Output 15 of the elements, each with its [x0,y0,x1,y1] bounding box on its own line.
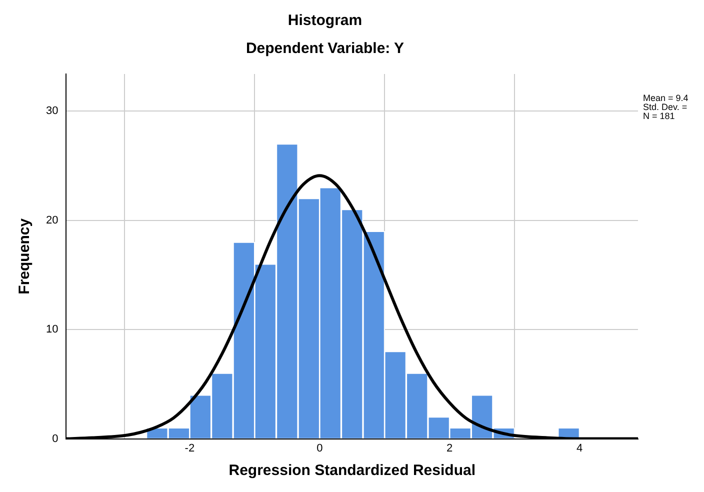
text: Std. Dev. = [643,102,688,112]
x-tick-label: 2 [446,442,453,454]
text: N = 181 [643,110,675,121]
text: Mean = 9.4 [643,92,688,103]
chart-title: Histogram [288,12,362,30]
x-tick-label: 4 [576,442,583,454]
x-axis-title: Regression Standardized Residual [228,462,476,480]
y-tick-label: 10 [46,324,58,336]
y-axis-title: Frequency [16,218,34,294]
y-tick-label: 20 [46,214,58,226]
x-tick-label: 0 [316,442,323,454]
x-tick-label: -2 [184,442,195,454]
y-tick-label: 0 [52,432,58,445]
y-tick-label: 30 [46,105,58,118]
chart-subtitle: Dependent Variable: Y [246,40,404,58]
